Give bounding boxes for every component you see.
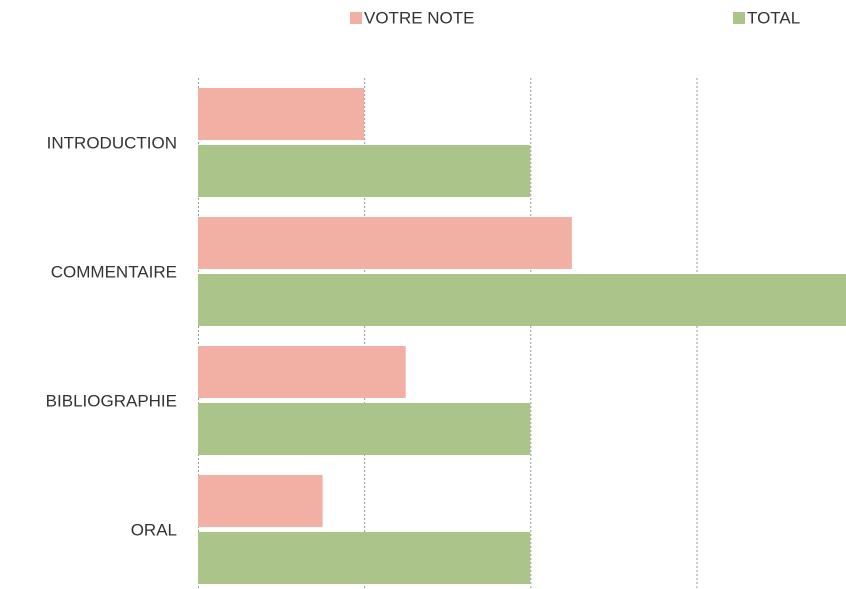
legend-label: VOTRE NOTE [364, 8, 475, 27]
legend-swatch [733, 12, 745, 24]
bar [198, 346, 406, 398]
bar [198, 532, 531, 584]
bar [198, 145, 531, 197]
bar [198, 274, 846, 326]
bar [198, 88, 365, 140]
legend-swatch [350, 12, 362, 24]
y-tick-label: COMMENTAIRE [51, 262, 177, 281]
y-tick-label: BIBLIOGRAPHIE [46, 391, 177, 410]
bar [198, 475, 323, 527]
bar [198, 217, 572, 269]
legend-label: TOTAL [747, 8, 800, 27]
bars [198, 88, 846, 584]
y-tick-label: ORAL [131, 520, 177, 539]
y-tick-label: INTRODUCTION [47, 133, 177, 152]
bar [198, 403, 531, 455]
